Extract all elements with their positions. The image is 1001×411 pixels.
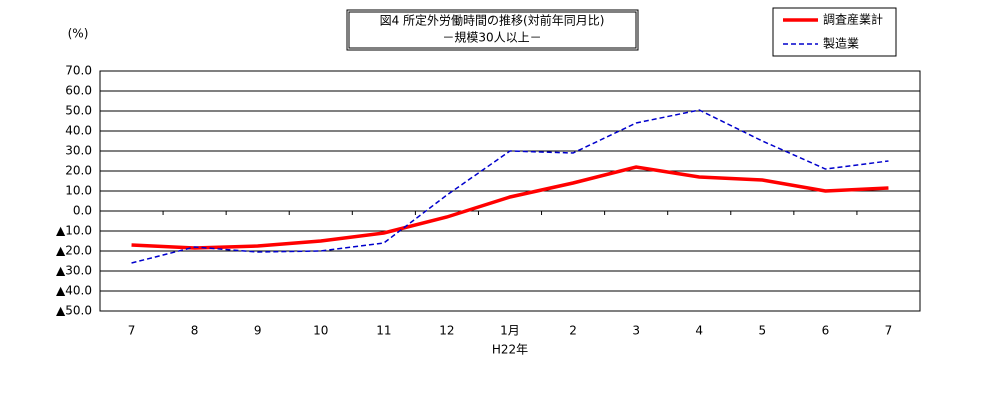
series-line [131,165,889,250]
y-tick-label: 50.0 [65,104,92,118]
y-tick-label: 10.0 [65,184,92,198]
y-tick-label: 40.0 [65,124,92,138]
legend-box [772,7,897,57]
x-axis-label: H22年 [492,343,528,357]
plot-frame [99,70,921,312]
y-tick-label: 60.0 [65,84,92,98]
legend-label: 調査産業計 [823,12,883,27]
y-tick-label: 20.0 [65,164,92,178]
x-tick-label: 9 [254,324,262,338]
y-tick-label: ▲20.0 [56,244,92,258]
title-box [346,9,639,51]
y-unit-label: (%) [68,27,89,41]
x-tick-label: 6 [822,324,830,338]
x-tick-label: 11 [376,324,391,338]
x-tick-label: 7 [885,324,893,338]
y-tick-label: 30.0 [65,144,92,158]
x-tick-label: 7 [128,324,136,338]
y-tick-label: ▲50.0 [56,304,92,318]
series-line [131,109,889,264]
chart-subtitle: －規模30人以上－ [442,30,541,45]
chart-title: 図4 所定外労働時間の推移(対前年同月比) [380,13,605,28]
x-tick-label: 10 [313,324,328,338]
x-tick-label: 1月 [500,324,520,338]
y-tick-label: 0.0 [73,204,92,218]
legend-label: 製造業 [823,37,859,51]
y-tick-label: ▲40.0 [56,284,92,298]
y-tick-label: ▲30.0 [56,264,92,278]
y-tick-label: ▲10.0 [56,224,92,238]
x-tick-label: 2 [569,324,577,338]
x-tick-label: 3 [632,324,640,338]
x-tick-label: 12 [439,324,454,338]
x-tick-label: 5 [758,324,766,338]
x-tick-label: 8 [191,324,199,338]
y-tick-label: 70.0 [65,64,92,78]
x-tick-label: 4 [695,324,703,338]
title-box-inner [348,11,637,49]
